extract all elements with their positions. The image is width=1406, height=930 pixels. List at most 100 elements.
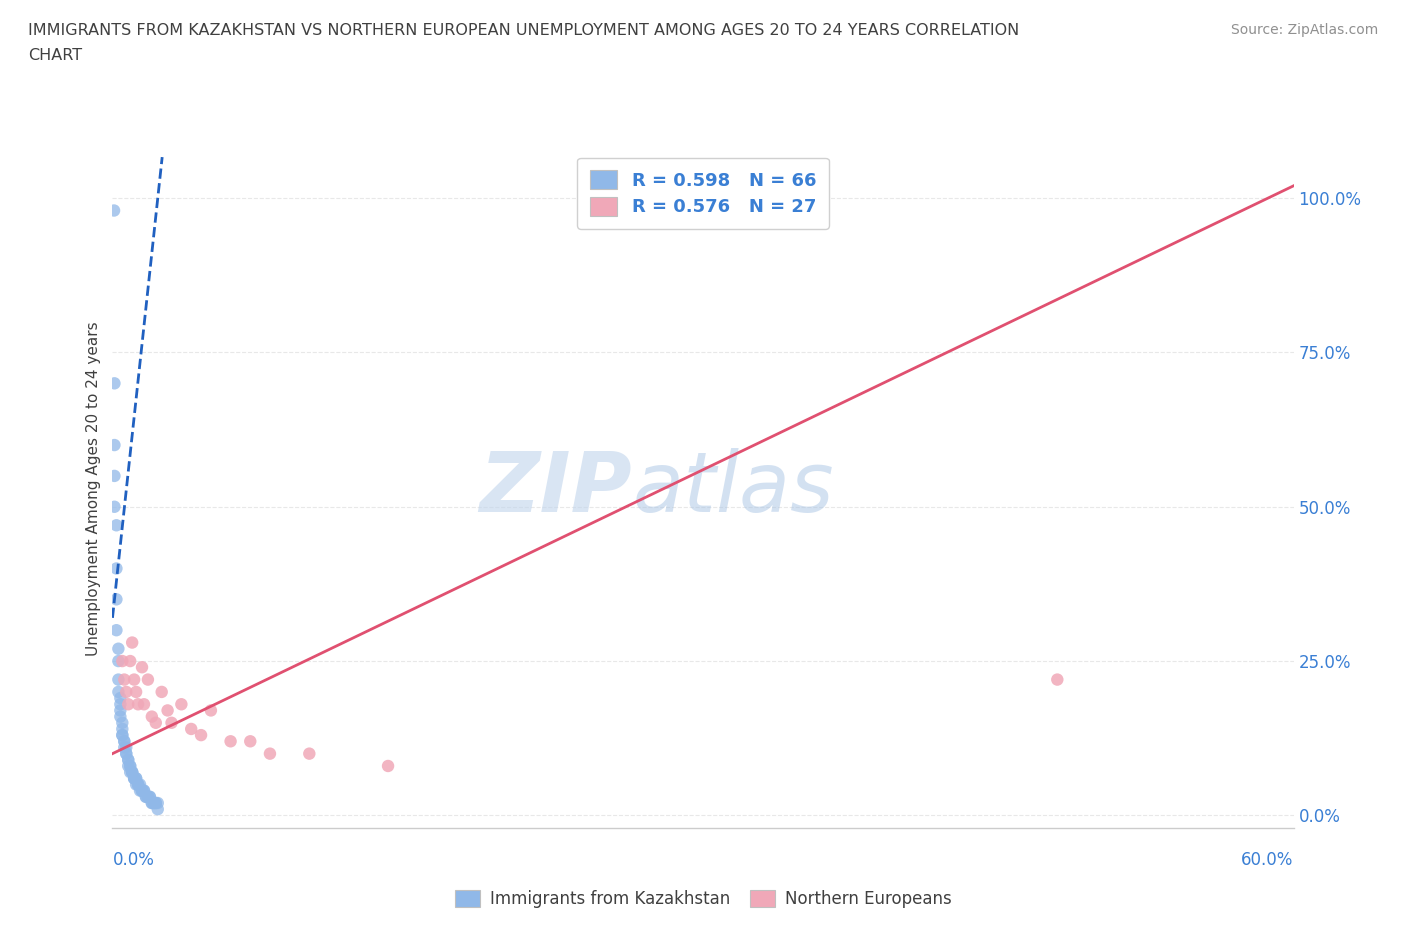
Point: [112, 672, 135, 687]
Point: [120, 759, 142, 774]
Point: [219, 734, 242, 749]
Point: [122, 771, 145, 786]
Point: [121, 764, 143, 779]
Point: [298, 746, 321, 761]
Point: [131, 659, 153, 674]
Text: IMMIGRANTS FROM KAZAKHSTAN VS NORTHERN EUROPEAN UNEMPLOYMENT AMONG AGES 20 TO 24: IMMIGRANTS FROM KAZAKHSTAN VS NORTHERN E…: [28, 23, 1019, 38]
Point: [110, 697, 132, 711]
Point: [139, 790, 162, 804]
Point: [105, 561, 128, 576]
Point: [127, 777, 149, 792]
Point: [135, 790, 157, 804]
Text: ZIP: ZIP: [479, 447, 633, 529]
Point: [150, 684, 173, 699]
Point: [105, 623, 128, 638]
Point: [120, 764, 142, 779]
Point: [127, 697, 149, 711]
Point: [111, 722, 134, 737]
Point: [145, 795, 167, 810]
Point: [131, 783, 153, 798]
Point: [122, 771, 145, 786]
Point: [105, 591, 128, 606]
Point: [146, 802, 169, 817]
Point: [117, 759, 139, 774]
Point: [112, 734, 135, 749]
Point: [136, 672, 159, 687]
Point: [105, 518, 128, 533]
Point: [120, 759, 142, 774]
Point: [125, 771, 148, 786]
Point: [259, 746, 281, 761]
Point: [141, 795, 163, 810]
Point: [103, 499, 125, 514]
Point: [107, 654, 129, 669]
Point: [117, 752, 139, 767]
Point: [131, 783, 153, 798]
Point: [107, 642, 129, 657]
Point: [103, 376, 125, 391]
Point: [132, 783, 155, 798]
Point: [103, 469, 125, 484]
Point: [129, 777, 152, 792]
Point: [239, 734, 262, 749]
Point: [112, 740, 135, 755]
Point: [115, 746, 138, 761]
Point: [142, 795, 165, 810]
Point: [145, 795, 167, 810]
Point: [131, 783, 153, 798]
Point: [103, 438, 125, 453]
Point: [127, 777, 149, 792]
Point: [127, 777, 149, 792]
Point: [111, 727, 134, 742]
Point: [110, 703, 132, 718]
Point: [115, 746, 138, 761]
Point: [121, 635, 143, 650]
Point: [1046, 672, 1069, 687]
Point: [377, 759, 399, 774]
Point: [121, 764, 143, 779]
Text: 0.0%: 0.0%: [112, 851, 155, 870]
Point: [120, 654, 142, 669]
Point: [111, 727, 134, 742]
Point: [115, 684, 138, 699]
Point: [190, 727, 212, 742]
Text: 60.0%: 60.0%: [1241, 851, 1294, 870]
Point: [180, 722, 202, 737]
Point: [141, 795, 163, 810]
Point: [125, 777, 148, 792]
Point: [142, 795, 165, 810]
Point: [107, 672, 129, 687]
Text: CHART: CHART: [28, 48, 82, 63]
Point: [170, 697, 193, 711]
Point: [136, 790, 159, 804]
Y-axis label: Unemployment Among Ages 20 to 24 years: Unemployment Among Ages 20 to 24 years: [86, 321, 101, 656]
Point: [117, 697, 139, 711]
Point: [132, 697, 155, 711]
Text: atlas: atlas: [633, 447, 834, 529]
Point: [112, 734, 135, 749]
Point: [125, 771, 148, 786]
Point: [125, 684, 148, 699]
Point: [160, 715, 183, 730]
Point: [122, 771, 145, 786]
Point: [111, 654, 134, 669]
Point: [146, 795, 169, 810]
Legend: Immigrants from Kazakhstan, Northern Europeans: Immigrants from Kazakhstan, Northern Eur…: [449, 884, 957, 915]
Point: [141, 710, 163, 724]
Point: [115, 740, 138, 755]
Point: [139, 790, 162, 804]
Point: [122, 672, 145, 687]
Point: [107, 684, 129, 699]
Point: [136, 790, 159, 804]
Point: [121, 764, 143, 779]
Point: [117, 752, 139, 767]
Point: [110, 691, 132, 706]
Text: Source: ZipAtlas.com: Source: ZipAtlas.com: [1230, 23, 1378, 37]
Point: [200, 703, 222, 718]
Point: [135, 790, 157, 804]
Point: [103, 203, 125, 218]
Point: [145, 715, 167, 730]
Point: [156, 703, 179, 718]
Point: [129, 783, 152, 798]
Point: [111, 715, 134, 730]
